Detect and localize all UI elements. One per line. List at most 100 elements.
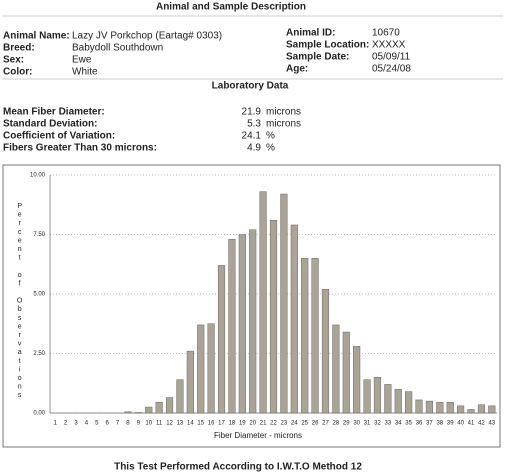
bar (269, 219, 278, 414)
bar (290, 224, 298, 414)
x-tick-label: 14 (187, 421, 194, 427)
bar (488, 405, 496, 414)
x-tick-label: 31 (364, 421, 371, 427)
x-tick-label: 7 (116, 421, 120, 427)
field-value: 05/24/08 (372, 64, 411, 75)
x-tick-label: 41 (468, 421, 475, 427)
bar (436, 402, 444, 414)
bar (238, 234, 246, 414)
y-tick-label: 2.50 (33, 351, 45, 357)
x-tick-label: 21 (260, 421, 267, 427)
x-tick-label: 3 (74, 421, 78, 427)
bar (321, 288, 330, 414)
bar (176, 379, 184, 414)
x-tick-label: 19 (239, 421, 246, 427)
bar (415, 399, 423, 414)
field-unit: microns (266, 107, 301, 118)
y-tick-label: 5.00 (33, 292, 45, 298)
x-tick-label: 15 (197, 421, 204, 427)
field-unit: % (266, 131, 275, 142)
x-tick-label: 36 (416, 421, 423, 427)
bar (332, 324, 340, 414)
field-value: 10670 (372, 28, 400, 39)
x-tick-label: 24 (291, 421, 298, 427)
x-tick-label: 32 (374, 421, 381, 427)
bar (207, 323, 215, 414)
x-tick-label: 8 (126, 421, 130, 427)
bar (353, 346, 361, 414)
section-title: Animal and Sample Description (156, 2, 306, 13)
x-tick-label: 23 (281, 421, 288, 427)
bar (457, 405, 465, 414)
y-tick-label: 10.00 (30, 173, 46, 179)
x-tick-label: 11 (156, 421, 163, 427)
y-tick-label: 0.00 (33, 411, 45, 417)
bar (124, 411, 132, 414)
field-label: Standard Deviation: (3, 119, 97, 130)
field-label: Sex: (3, 55, 24, 66)
bar (186, 350, 194, 414)
bar (384, 384, 392, 414)
x-tick-label: 28 (333, 421, 340, 427)
x-tick-label: 1 (54, 421, 58, 427)
y-axis-title: Percent of Observations (16, 203, 23, 401)
field-unit: % (266, 143, 275, 154)
bar (425, 400, 434, 414)
field-label: Sample Location: (286, 40, 369, 51)
field-value: 21.9 (242, 107, 262, 118)
x-tick-label: 13 (177, 421, 184, 427)
x-tick-label: 20 (249, 421, 256, 427)
x-tick-label: 16 (208, 421, 215, 427)
field-label: Mean Fiber Diameter: (3, 107, 105, 118)
bar (394, 388, 402, 414)
x-tick-label: 30 (353, 421, 360, 427)
x-tick-label: 5 (95, 421, 99, 427)
x-tick-label: 12 (166, 421, 173, 427)
bar (249, 229, 257, 414)
bar (228, 239, 236, 414)
bar (259, 191, 267, 414)
field-value: XXXXX (372, 40, 406, 51)
x-tick-label: 34 (395, 421, 402, 427)
x-tick-label: 2 (64, 421, 68, 427)
bar (301, 258, 309, 414)
field-unit: microns (266, 119, 301, 130)
bar (280, 193, 288, 414)
x-tick-label: 10 (145, 421, 152, 427)
x-tick-label: 40 (457, 421, 464, 427)
bar (145, 406, 153, 414)
x-tick-label: 22 (270, 421, 277, 427)
y-tick-label: 7.50 (33, 232, 45, 238)
field-label: Coefficient of Variation: (3, 131, 115, 142)
field-label: Breed: (3, 43, 35, 54)
x-tick-label: 43 (488, 421, 495, 427)
x-tick-label: 4 (85, 421, 89, 427)
x-tick-label: 6 (106, 421, 110, 427)
field-value: 5.3 (247, 119, 261, 130)
bar (155, 402, 163, 414)
bar (342, 331, 350, 414)
bar (467, 409, 475, 414)
x-tick-label: 27 (322, 421, 329, 427)
bar (165, 397, 174, 414)
bar (373, 377, 382, 414)
bar (197, 324, 205, 414)
field-label: Color: (3, 67, 32, 78)
field-label: Sample Date: (286, 52, 349, 63)
field-value: Lazy JV Porkchop (Eartag# 0303) (72, 31, 222, 42)
field-label: Animal ID: (286, 28, 335, 39)
field-value: White (72, 67, 98, 78)
x-tick-label: 37 (426, 421, 433, 427)
bar (217, 265, 226, 414)
field-label: Animal Name: (3, 31, 70, 42)
x-tick-label: 38 (436, 421, 443, 427)
footer: This Test Performed According to I.W.T.O… (114, 462, 362, 473)
field-label: Age: (286, 64, 308, 75)
chart-frame (2, 164, 501, 448)
bar (363, 379, 371, 414)
x-tick-label: 26 (312, 421, 319, 427)
x-axis-title: Fiber Diameter - microns (214, 431, 302, 440)
field-label: Fibers Greater Than 30 microns: (3, 143, 157, 154)
x-tick-label: 39 (447, 421, 454, 427)
